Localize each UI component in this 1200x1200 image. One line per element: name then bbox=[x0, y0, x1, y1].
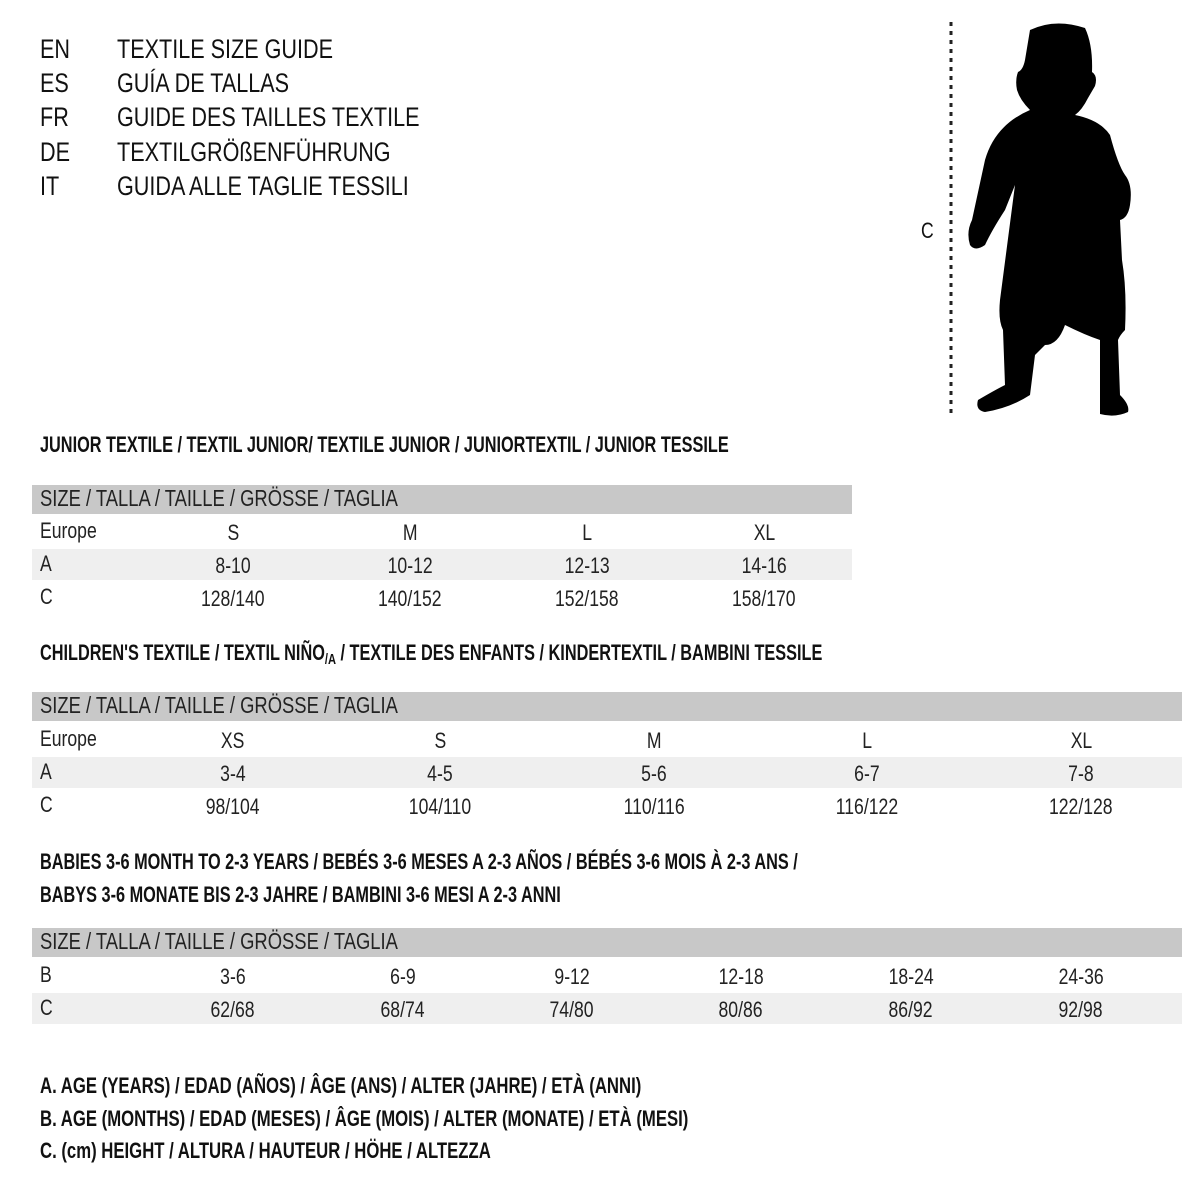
legend-item-b: B. AGE (MONTHS) / EDAD (MESES) / ÂGE (MO… bbox=[40, 1106, 689, 1131]
table-cell: M bbox=[402, 520, 418, 545]
table-cell: S bbox=[434, 728, 446, 753]
table-cell: 6-9 bbox=[390, 964, 416, 989]
table-cell: 3-6 bbox=[220, 964, 246, 989]
row-band bbox=[32, 757, 1182, 788]
lang-code-en: EN bbox=[40, 34, 71, 64]
table-cell: 4-5 bbox=[427, 761, 453, 786]
row-label: C bbox=[40, 792, 53, 817]
row-label: A bbox=[40, 551, 52, 576]
table-cell: 12-13 bbox=[564, 553, 610, 578]
table-cell: 8-10 bbox=[215, 553, 251, 578]
row-label: C bbox=[40, 995, 53, 1020]
lang-code-it: IT bbox=[40, 171, 60, 201]
table-cell: XS bbox=[221, 728, 245, 753]
table-cell: 122/128 bbox=[1049, 794, 1113, 819]
table-cell: 92/98 bbox=[1058, 997, 1104, 1022]
table-cell: 158/170 bbox=[732, 586, 796, 611]
table-cell: S bbox=[227, 520, 239, 545]
table-cell: 104/110 bbox=[408, 794, 472, 819]
table-header-label: SIZE / TALLA / TAILLE / GRÖSSE / TAGLIA bbox=[40, 485, 398, 511]
table-header-babies bbox=[32, 928, 1182, 957]
row-label: C bbox=[40, 584, 53, 609]
table-cell: 5-6 bbox=[641, 761, 667, 786]
table-cell: 74/80 bbox=[549, 997, 595, 1022]
table-cell: 128/140 bbox=[201, 586, 265, 611]
table-cell: 152/158 bbox=[555, 586, 619, 611]
section-heading-babies-line2: BABYS 3-6 MONATE BIS 2-3 JAHRE / BAMBINI… bbox=[40, 882, 561, 907]
lang-title-fr: GUIDE DES TAILLES TEXTILE bbox=[117, 102, 420, 132]
row-band bbox=[32, 993, 1182, 1024]
height-measure-label: C bbox=[921, 218, 934, 243]
table-cell: 6-7 bbox=[854, 761, 880, 786]
table-cell: 86/92 bbox=[888, 997, 934, 1022]
table-cell: 12-18 bbox=[718, 964, 764, 989]
table-cell: 62/68 bbox=[210, 997, 256, 1022]
lang-code-fr: FR bbox=[40, 102, 69, 132]
table-cell: 98/104 bbox=[206, 794, 260, 819]
lang-code-de: DE bbox=[40, 137, 71, 167]
table-cell: XL bbox=[753, 520, 775, 545]
lang-title-es: GUÍA DE TALLAS bbox=[117, 68, 290, 98]
table-cell: L bbox=[582, 520, 592, 545]
section-heading-junior: JUNIOR TEXTILE / TEXTIL JUNIOR/ TEXTILE … bbox=[40, 432, 729, 457]
table-cell: M bbox=[646, 728, 662, 753]
table-header-junior bbox=[32, 485, 852, 514]
table-cell: 116/122 bbox=[835, 794, 899, 819]
table-cell: 18-24 bbox=[888, 964, 934, 989]
row-band bbox=[32, 549, 852, 580]
table-cell: 10-12 bbox=[387, 553, 433, 578]
table-cell: 9-12 bbox=[554, 964, 590, 989]
lang-code-es: ES bbox=[40, 68, 69, 98]
table-header-label: SIZE / TALLA / TAILLE / GRÖSSE / TAGLIA bbox=[40, 928, 398, 954]
table-cell: 110/116 bbox=[623, 794, 685, 819]
row-label: Europe bbox=[40, 726, 97, 751]
table-cell: 68/74 bbox=[380, 997, 426, 1022]
table-cell: 3-4 bbox=[220, 761, 246, 786]
table-cell: L bbox=[862, 728, 872, 753]
lang-title-de: TEXTILGRÖßENFÜHRUNG bbox=[117, 137, 391, 167]
lang-title-en: TEXTILE SIZE GUIDE bbox=[117, 34, 334, 64]
table-cell: 24-36 bbox=[1058, 964, 1104, 989]
child-silhouette-icon bbox=[949, 22, 1131, 416]
table-cell: 80/86 bbox=[718, 997, 764, 1022]
table-header-children bbox=[32, 692, 1182, 721]
legend-item-a: A. AGE (YEARS) / EDAD (AÑOS) / ÂGE (ANS)… bbox=[40, 1073, 642, 1098]
row-label: A bbox=[40, 759, 52, 784]
row-label: Europe bbox=[40, 518, 97, 543]
table-cell: 14-16 bbox=[741, 553, 787, 578]
table-cell: XL bbox=[1070, 728, 1092, 753]
lang-title-it: GUIDA ALLE TAGLIE TESSILI bbox=[117, 171, 409, 201]
section-heading-children: CHILDREN'S TEXTILE / TEXTIL NIÑO/A / TEX… bbox=[40, 640, 823, 668]
table-cell: 7-8 bbox=[1068, 761, 1094, 786]
section-heading-babies-line1: BABIES 3-6 MONTH TO 2-3 YEARS / BEBÉS 3-… bbox=[40, 849, 798, 874]
table-cell: 140/152 bbox=[378, 586, 442, 611]
row-label: B bbox=[40, 962, 52, 987]
legend-item-c: C. (cm) HEIGHT / ALTURA / HAUTEUR / HÖHE… bbox=[40, 1138, 491, 1163]
table-header-label: SIZE / TALLA / TAILLE / GRÖSSE / TAGLIA bbox=[40, 692, 398, 718]
